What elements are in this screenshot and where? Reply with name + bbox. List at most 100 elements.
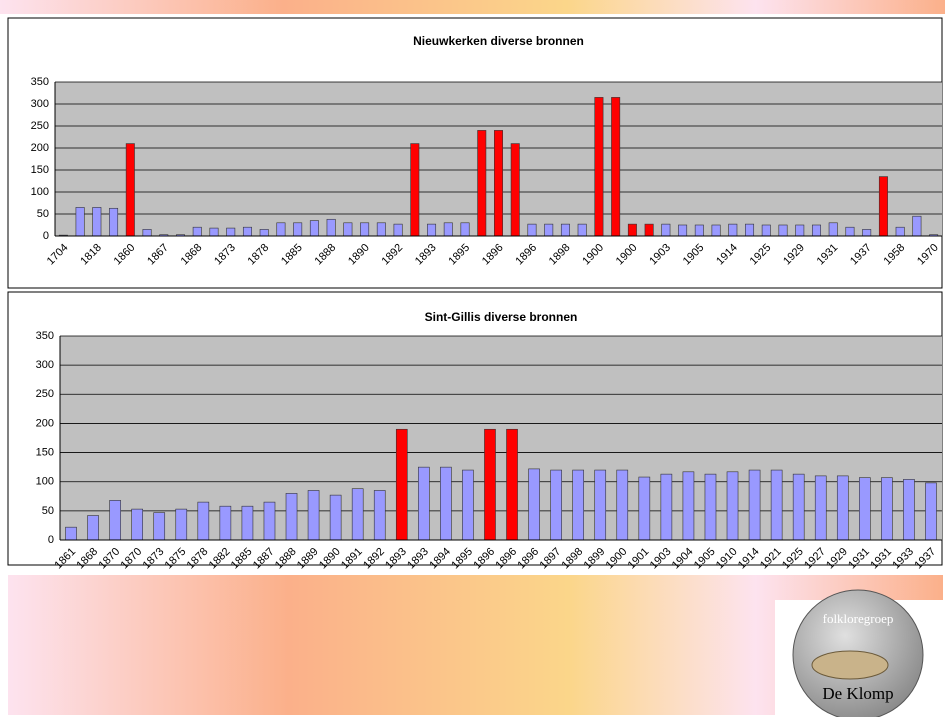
bar xyxy=(343,222,353,237)
bar xyxy=(209,227,219,237)
bar xyxy=(748,469,761,541)
bar xyxy=(544,223,554,237)
clog-icon xyxy=(811,650,889,680)
bar xyxy=(627,223,637,237)
bar xyxy=(761,224,771,237)
bar xyxy=(506,428,518,541)
y-tick-label: 100 xyxy=(36,476,54,488)
bar xyxy=(510,143,520,237)
bar xyxy=(373,490,386,541)
y-tick-label: 250 xyxy=(36,388,54,400)
bar xyxy=(326,218,336,237)
y-tick-label: 50 xyxy=(42,505,54,517)
bar xyxy=(263,501,276,541)
bar xyxy=(726,471,739,541)
bar xyxy=(859,477,871,541)
bar xyxy=(792,473,805,541)
bar xyxy=(814,475,827,541)
bar xyxy=(351,488,364,541)
bar xyxy=(241,505,254,541)
bar xyxy=(572,469,584,541)
bar xyxy=(109,207,119,237)
bar xyxy=(460,222,470,237)
bar xyxy=(527,223,537,237)
y-tick-label: 50 xyxy=(37,208,49,220)
bar xyxy=(745,223,755,237)
bar xyxy=(711,224,721,237)
bar xyxy=(694,224,704,237)
bar xyxy=(828,222,838,237)
bar xyxy=(293,222,303,237)
bar xyxy=(811,224,821,237)
bar xyxy=(125,143,135,237)
bar xyxy=(845,226,855,237)
bar xyxy=(87,515,99,541)
bar xyxy=(109,500,121,541)
y-tick-label: 200 xyxy=(31,142,49,154)
bar xyxy=(477,130,487,237)
bar xyxy=(440,466,452,541)
bar xyxy=(259,229,269,237)
bar xyxy=(795,224,805,237)
chart-title: Sint-Gillis diverse bronnen xyxy=(425,310,578,324)
bar xyxy=(410,143,420,237)
bar xyxy=(197,501,210,541)
bar xyxy=(678,224,688,237)
bar xyxy=(75,207,85,237)
bar xyxy=(925,482,937,541)
y-tick-label: 200 xyxy=(36,417,54,429)
bar xyxy=(418,466,430,541)
bar xyxy=(881,477,893,541)
bar xyxy=(550,469,562,541)
y-tick-label: 300 xyxy=(31,98,49,110)
bar xyxy=(131,508,143,541)
bar xyxy=(778,224,788,237)
bar xyxy=(329,494,342,541)
bar xyxy=(895,226,905,237)
bar xyxy=(427,223,437,237)
y-tick-label: 350 xyxy=(31,76,49,88)
bar xyxy=(644,223,654,237)
bar xyxy=(276,222,286,237)
bar xyxy=(309,220,319,237)
bar xyxy=(528,468,540,541)
bar xyxy=(360,222,370,237)
logo-text: De Klomp xyxy=(822,684,893,703)
bar xyxy=(903,479,915,541)
bar xyxy=(65,526,77,541)
bar xyxy=(704,473,717,541)
y-tick-label: 350 xyxy=(36,330,54,342)
y-tick-label: 150 xyxy=(36,446,54,458)
bar xyxy=(728,223,738,237)
bar xyxy=(242,226,252,237)
bar xyxy=(616,469,629,541)
bar xyxy=(878,176,888,237)
bar xyxy=(484,428,496,541)
bar xyxy=(594,97,604,237)
bar xyxy=(175,508,188,541)
plot-area xyxy=(60,336,942,540)
bar xyxy=(862,229,872,237)
y-tick-label: 100 xyxy=(31,186,49,198)
y-tick-label: 150 xyxy=(31,164,49,176)
bar xyxy=(142,229,152,237)
chart-title: Nieuwkerken diverse bronnen xyxy=(413,34,584,48)
bar xyxy=(638,476,651,541)
bar xyxy=(153,512,166,541)
bar xyxy=(912,215,922,237)
bar xyxy=(560,223,570,237)
bar xyxy=(219,505,232,541)
bar xyxy=(682,471,695,541)
y-tick-label: 0 xyxy=(48,534,54,546)
y-tick-label: 0 xyxy=(43,230,49,242)
bar xyxy=(611,97,621,237)
bar xyxy=(226,227,236,237)
bar xyxy=(192,226,202,237)
bar xyxy=(307,490,320,541)
bar xyxy=(462,469,474,541)
top-band xyxy=(0,0,945,14)
bar xyxy=(494,130,503,237)
bar xyxy=(376,222,386,237)
